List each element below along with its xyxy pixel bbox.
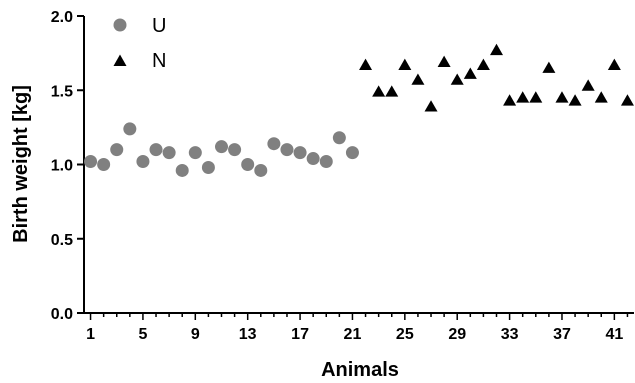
points-layer [84,43,634,177]
data-point-n [450,73,464,85]
x-tick-label: 13 [239,326,257,343]
x-tick-label: 29 [448,326,466,343]
x-tick-label: 1 [86,326,95,343]
y-axis-title: Birth weight [kg] [10,85,32,243]
x-tick-label: 37 [553,326,571,343]
legend-marker-n [113,54,127,66]
data-point-n [372,85,386,97]
data-point-n [516,91,530,103]
data-point-n [503,94,517,106]
data-point-u [293,146,307,160]
data-point-n [607,58,621,70]
data-point-u [175,163,189,177]
x-tick-label: 5 [138,326,147,343]
y-tick-label: 1.0 [51,158,73,175]
data-point-n [437,55,451,67]
data-point-n [359,58,373,70]
data-point-n [398,58,412,70]
data-point-u [162,146,176,160]
data-point-n [476,58,490,70]
data-point-u [332,131,346,145]
legend: U N [113,15,166,72]
data-point-n [411,73,425,85]
y-tick-label: 1.5 [51,83,73,100]
y-tick-label: 0.5 [51,232,73,249]
y-tick-label: 0.0 [51,306,73,323]
data-point-u [201,160,215,174]
data-point-u [306,152,320,166]
data-point-n [463,67,477,79]
data-point-u [123,122,137,136]
data-point-u [110,143,124,157]
data-point-u [188,146,202,160]
data-point-n [568,94,582,106]
data-point-u [228,143,242,157]
ticks-layer: 0.0 0.5 1.0 1.5 2.0 1 5 9 13 17 21 25 29 33 37 41 [51,9,629,343]
data-point-u [149,143,163,157]
x-tick-label: 17 [291,326,309,343]
data-point-n [490,43,503,56]
data-point-u [136,155,150,169]
data-point-n [581,79,595,91]
x-axis-title: Animals [321,359,399,381]
x-tick-label: 41 [605,326,623,343]
data-point-n [529,91,543,103]
data-point-u [97,158,111,171]
legend-label-n: N [152,50,166,72]
data-point-u [254,163,268,177]
data-point-u [267,137,281,151]
x-tick-label: 25 [396,326,414,343]
data-point-n [385,85,399,97]
data-point-u [215,140,228,154]
data-point-u [345,146,359,160]
data-point-u [84,155,98,169]
x-tick-label: 9 [191,326,200,343]
data-point-n [620,94,634,106]
x-tick-label: 21 [344,326,362,343]
x-tick-label: 33 [501,326,519,343]
data-point-n [424,100,438,112]
legend-label-u: U [152,15,166,37]
y-tick-label: 2.0 [51,9,73,26]
data-point-u [319,155,333,169]
data-point-n [542,61,556,73]
data-point-n [555,91,569,103]
data-point-u [241,158,255,171]
data-point-n [594,91,608,103]
data-point-u [280,143,294,157]
legend-marker-u [113,18,127,32]
